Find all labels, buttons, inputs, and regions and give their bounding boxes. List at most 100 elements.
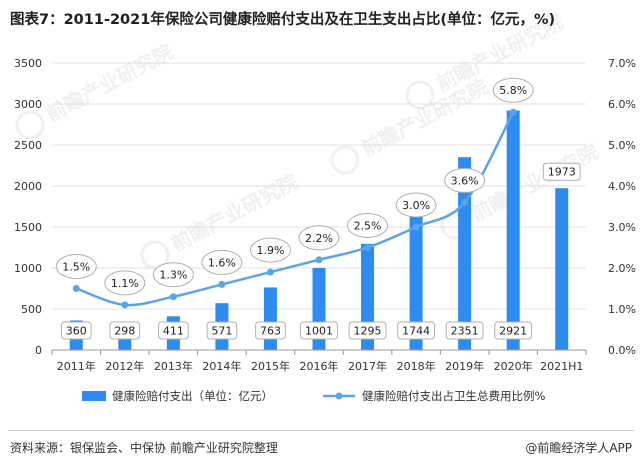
- y-left-tick-label: 3500: [14, 57, 42, 70]
- line-label: 3.6%: [444, 167, 486, 193]
- footer: 资料来源：银保监会、中保协 前瞻产业研究院整理 @前瞻经济学人APP: [0, 430, 642, 463]
- line-label-oval: [444, 167, 486, 193]
- line-point: [412, 223, 420, 231]
- y-right-tick-label: 5.0%: [608, 139, 636, 152]
- bar-label-box: [397, 321, 435, 340]
- line-label-text: 3.6%: [451, 174, 479, 187]
- bar-label: 1744: [397, 321, 435, 340]
- line-point: [72, 285, 80, 292]
- y-left-tick-label: 2500: [14, 139, 42, 152]
- line-label-text: 2.2%: [305, 232, 333, 245]
- source-note: 资料来源：银保监会、中保协 前瞻产业研究院整理: [10, 441, 278, 455]
- legend-label-bar: 健康险赔付支出（单位：亿元）: [112, 389, 273, 403]
- bar-label: 1001: [300, 321, 338, 340]
- legend-swatch-point: [335, 392, 343, 400]
- y-left-tick-label: 1500: [14, 221, 42, 234]
- line-point: [461, 198, 469, 206]
- line-point: [169, 293, 177, 301]
- bar-label: 2351: [445, 321, 484, 340]
- bar-label: 571: [206, 321, 238, 340]
- bar-series: [69, 110, 569, 350]
- y-axis-right: 0.0% 1.0% 2.0% 3.0% 4.0% 5.0% 6.0% 7.0%: [608, 57, 636, 357]
- bar-label-text: 298: [114, 325, 135, 338]
- y-right-tick-label: 2.0%: [608, 262, 636, 275]
- y-left-tick-label: 2000: [14, 180, 42, 193]
- chart-title: 图表7：2011-2021年保险公司健康险赔付支出及在卫生支出占比(单位：亿元，…: [10, 12, 556, 28]
- bar-label: 298: [109, 321, 141, 340]
- line-label-oval: [347, 213, 389, 238]
- line-label-oval: [492, 77, 534, 103]
- line-label-text: 3.0%: [402, 199, 430, 212]
- bar: [263, 287, 277, 350]
- bar-label: 1973: [542, 162, 581, 181]
- line-label-text: 1.5%: [62, 261, 90, 274]
- line-label: 5.8%: [492, 77, 534, 103]
- line-labels: 1.5% 1.1% 1.3% 1.6% 1.9% 2.2% 2.5% 3.0% 3.6% 5.8%: [55, 77, 534, 296]
- bar: [506, 110, 520, 350]
- bar-label-box: [300, 321, 338, 340]
- bar-label-box: [60, 321, 92, 340]
- line-label-oval: [104, 270, 146, 296]
- line-label: 1.6%: [201, 249, 243, 275]
- y-left-tick-label: 1000: [14, 262, 42, 275]
- x-tick-label: 2013年: [154, 359, 193, 373]
- bar-label-text: 763: [260, 325, 281, 338]
- y-left-tick-label: 3000: [14, 98, 42, 111]
- bar: [409, 206, 423, 350]
- bar-label-box: [158, 321, 189, 340]
- line-label-text: 1.1%: [111, 277, 139, 290]
- bar-label-box: [255, 321, 286, 340]
- x-tick-label: 2018年: [397, 359, 436, 373]
- line-label-oval: [55, 254, 97, 279]
- line-label-text: 2.5%: [354, 220, 382, 233]
- x-tick-label: 2016年: [300, 359, 339, 373]
- bar-label-text: 1973: [548, 166, 576, 179]
- line-label-text: 1.3%: [159, 269, 187, 282]
- line-point: [509, 108, 517, 116]
- watermark-logo-icon: [405, 80, 435, 110]
- line-point: [218, 280, 226, 288]
- line-label: 2.2%: [298, 225, 340, 251]
- line-point: [315, 256, 323, 264]
- x-tick-label: 2017年: [348, 359, 387, 373]
- x-tick-label: 2012年: [105, 359, 144, 373]
- bar-label-box: [494, 321, 533, 340]
- line-label: 3.0%: [395, 192, 437, 218]
- line-point: [364, 244, 372, 251]
- line-label: 1.9%: [249, 237, 291, 263]
- line-series: [72, 108, 517, 309]
- line-label: 1.5%: [55, 254, 97, 279]
- line-label-text: 5.8%: [499, 84, 527, 97]
- bar-label-box: [109, 321, 141, 340]
- x-tick-label: 2020年: [494, 359, 533, 373]
- watermark-logo-icon: [330, 145, 360, 175]
- bar-label: 1295: [348, 321, 387, 340]
- line-label-oval: [152, 262, 194, 288]
- footer-divider: [8, 430, 634, 431]
- line-label-oval: [298, 225, 340, 251]
- line-label-text: 1.6%: [208, 256, 236, 269]
- bar-label: 763: [255, 321, 286, 340]
- watermark-text: 前瞻产业研究院: [357, 74, 492, 161]
- watermark-text: 前瞻产业研究院: [42, 39, 177, 126]
- y-right-tick-label: 3.0%: [608, 221, 636, 234]
- y-right-tick-label: 7.0%: [608, 57, 636, 70]
- watermark-text: 前瞻产业研究院: [467, 139, 602, 226]
- bar-label-text: 571: [211, 325, 232, 338]
- x-axis: 2011年 2012年 2013年 2014年 2015年 2016年 2017年 2018年…: [51, 349, 587, 373]
- y-left-tick-label: 500: [21, 303, 42, 316]
- x-tick-label: 2014年: [202, 359, 241, 373]
- bar-label: 360: [60, 321, 92, 340]
- bar-label-box: [445, 321, 484, 340]
- bar-label-text: 1744: [402, 325, 430, 338]
- bar-label-box: [206, 321, 238, 340]
- line-label-oval: [249, 237, 291, 263]
- bar-label-box: [348, 321, 387, 340]
- credit-note: @前瞻经济学人APP: [525, 441, 632, 455]
- line-label-oval: [201, 249, 243, 275]
- bar-label-text: 411: [163, 325, 184, 338]
- x-tick-label: 2011年: [57, 359, 96, 373]
- line-point: [266, 268, 274, 276]
- line-point: [121, 301, 129, 309]
